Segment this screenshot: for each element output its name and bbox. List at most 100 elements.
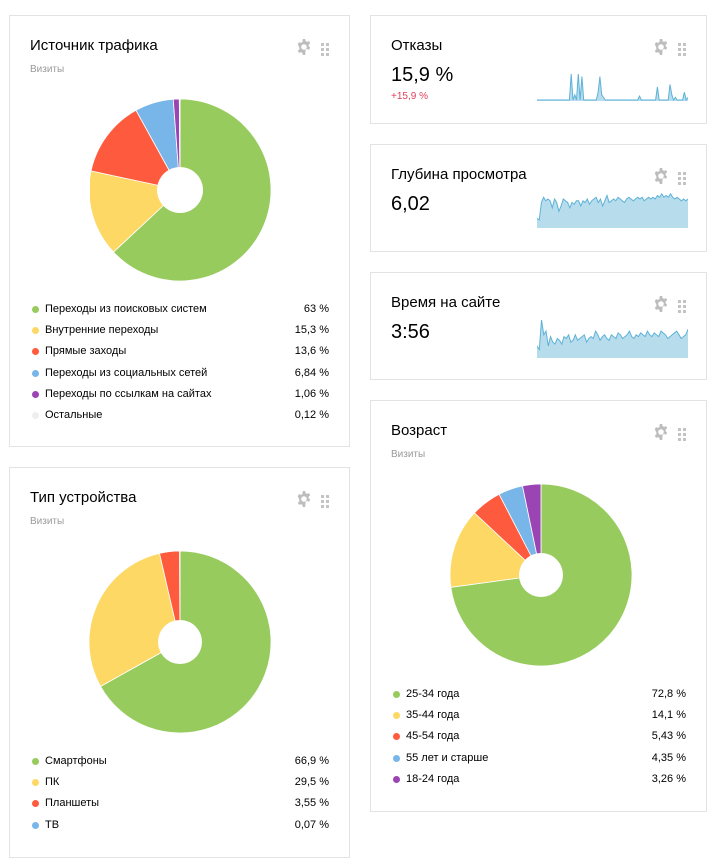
legend-dot-icon [32,821,39,829]
legend-value: 4,35 % [651,751,686,764]
legend-item[interactable]: Переходы по ссылкам на сайтах 1,06 % [30,384,329,405]
legend-item[interactable]: Смартфоны 66,9 % [30,751,329,772]
gear-icon[interactable] [653,296,669,317]
widget-title: Тип устройства [30,489,137,506]
metric-delta: +15,9 % [391,91,428,102]
legend-value: 13,6 % [294,345,329,358]
drag-handle-icon[interactable] [678,172,686,185]
legend-value: 14,1 % [651,709,686,722]
legend-item[interactable]: 55 лет и старше 4,35 % [391,748,686,769]
widget-controls [653,424,686,445]
pie-slice[interactable] [89,552,181,687]
legend-label: Планшеты [45,797,100,810]
legend-value: 6,84 % [294,366,329,379]
pie-center-hole [158,620,202,664]
legend-dot-icon [393,754,400,762]
metric-value: 6,02 [391,193,430,215]
legend-item[interactable]: 18-24 года 3,26 % [391,769,686,790]
sparkline-line [537,319,688,352]
legend-dot-icon [32,779,39,787]
legend-dot-icon [32,327,39,335]
pie-center-hole [519,553,563,597]
legend-value: 15,3 % [294,324,329,337]
legend-dot-icon [32,758,39,765]
widget-controls [296,491,329,512]
time-sparkline [537,319,688,358]
widget-subtitle: Визиты [391,449,426,460]
age-pie-chart [450,484,633,667]
legend-item[interactable]: Планшеты 3,55 % [30,793,329,814]
sparkline-line [537,192,688,221]
legend-value: 29,5 % [294,776,329,789]
device-legend: Смартфоны 66,9 % ПК 29,5 % Планшеты 3,55 % ТВ 0… [30,751,329,836]
widget-title: Возраст [391,422,448,439]
legend-item[interactable]: ТВ 0,07 % [30,815,329,836]
pie-slice[interactable] [178,99,181,191]
widget-controls [653,296,686,317]
legend-label: Внутренние переходы [45,324,159,337]
gear-icon[interactable] [653,39,669,60]
legend-value: 3,26 % [651,772,686,785]
widget-controls [653,39,686,60]
device-pie-chart [89,551,272,734]
traffic-legend: Переходы из поисковых систем 63 % Внутренн… [30,299,329,426]
widget-subtitle: Визиты [30,516,65,527]
depth-sparkline [537,192,688,228]
legend-dot-icon [393,733,400,741]
legend-item[interactable]: 45-54 года 5,43 % [391,726,686,747]
legend-item[interactable]: Остальные 0,12 % [30,405,329,426]
legend-item[interactable]: Внутренние переходы 15,3 % [30,320,329,341]
legend-label: 45-54 года [406,730,460,743]
pie-slice[interactable] [90,109,181,191]
drag-handle-icon[interactable] [678,428,686,441]
drag-handle-icon[interactable] [678,300,686,313]
legend-value: 66,9 % [294,755,329,767]
legend-dot-icon [32,411,39,419]
metric-value: 3:56 [391,321,430,343]
legend-value: 63 % [303,303,329,315]
page-depth-widget: Глубина просмотра 6,02 [370,144,707,252]
legend-item[interactable]: 35-44 года 14,1 % [391,705,686,726]
legend-item[interactable]: Прямые заходы 13,6 % [30,341,329,362]
gear-icon[interactable] [653,424,669,445]
drag-handle-icon[interactable] [321,43,329,56]
legend-dot-icon [32,390,39,398]
widget-title: Глубина просмотра [391,166,527,183]
legend-label: 55 лет и старше [406,751,489,764]
legend-value: 0,07 % [294,818,329,831]
bounce-sparkline [537,73,688,101]
age-legend: 25-34 года 72,8 % 35-44 года 14,1 % 45-54 го… [391,684,686,790]
sparkline-area [537,320,688,358]
legend-item[interactable]: Переходы из социальных сетей 6,84 % [30,363,329,384]
legend-label: Переходы по ссылкам на сайтах [45,387,212,400]
legend-item[interactable]: Переходы из поисковых систем 63 % [30,299,329,320]
legend-dot-icon [393,712,400,720]
legend-label: Переходы из поисковых систем [45,303,207,315]
drag-handle-icon[interactable] [321,495,329,508]
age-widget: Возраст Визиты 25-34 года 72,8 % 35-44 год… [370,400,707,812]
legend-item[interactable]: 25-34 года 72,8 % [391,684,686,705]
traffic-source-widget: Источник трафика Визиты Переходы из поис… [9,15,350,447]
legend-label: Смартфоны [45,755,107,767]
legend-dot-icon [32,800,39,808]
legend-value: 3,55 % [294,797,329,810]
legend-label: 35-44 года [406,709,460,722]
traffic-pie-chart [90,99,272,282]
pie-slice[interactable] [450,512,542,588]
widget-controls [296,39,329,60]
legend-item[interactable]: ПК 29,5 % [30,772,329,793]
time-on-site-widget: Время на сайте 3:56 [370,272,707,380]
gear-icon[interactable] [296,491,312,512]
legend-label: Прямые заходы [45,345,127,358]
widget-subtitle: Визиты [30,64,65,75]
sparkline-area [537,193,688,228]
legend-value: 72,8 % [651,688,686,700]
sparkline-line [537,73,688,101]
legend-label: 18-24 года [406,772,460,785]
widget-controls [653,168,686,189]
drag-handle-icon[interactable] [678,43,686,56]
gear-icon[interactable] [296,39,312,60]
gear-icon[interactable] [653,168,669,189]
pie-slice[interactable] [522,484,542,576]
legend-dot-icon [393,691,400,698]
